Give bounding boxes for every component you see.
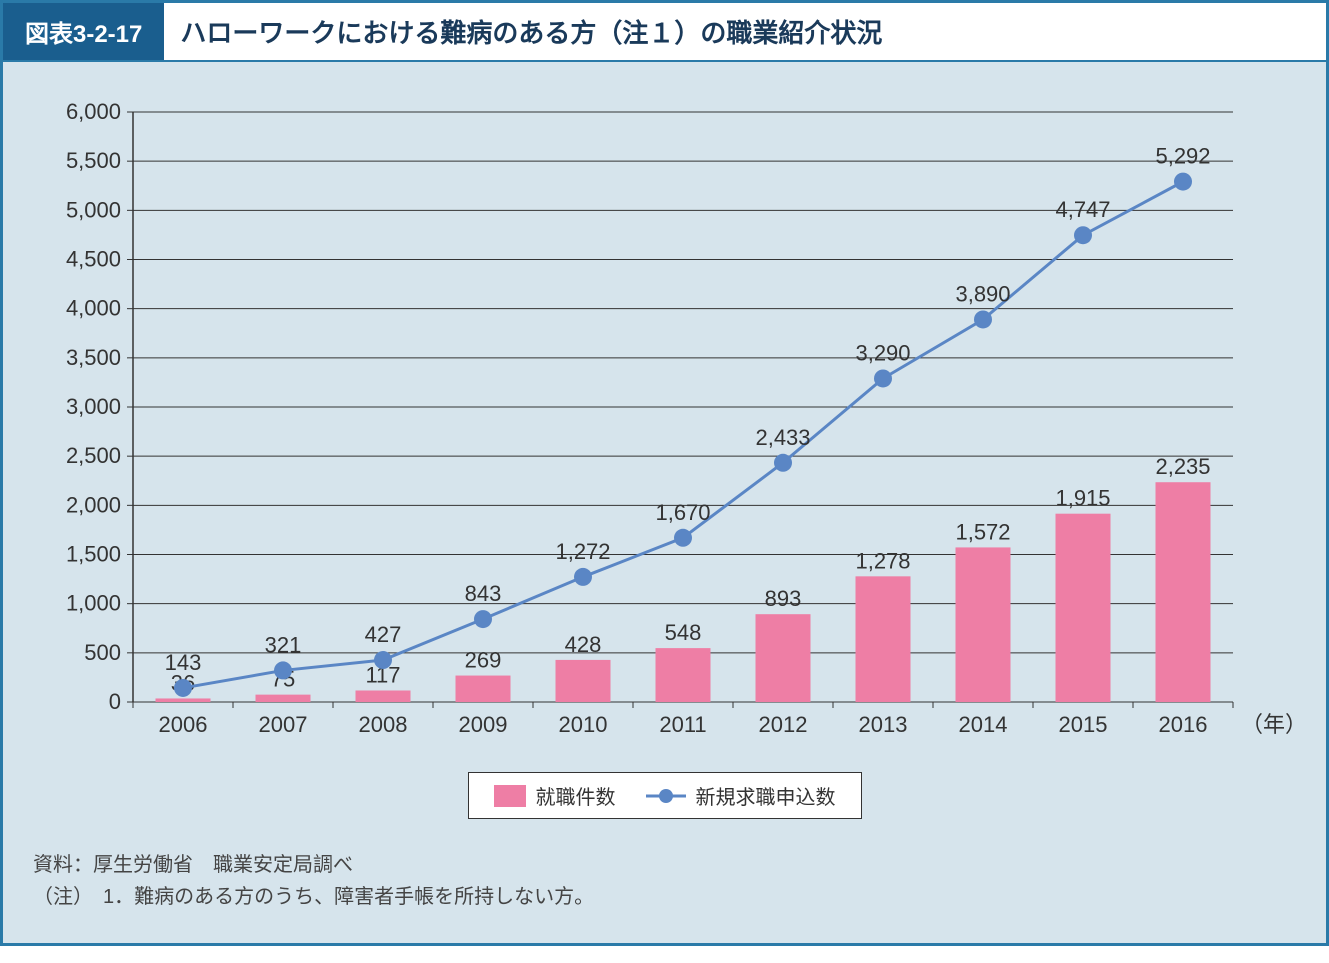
footnote-source: 資料：厚生労働省 職業安定局調べ [33, 849, 1296, 881]
legend-label-bar: 就職件数 [536, 781, 616, 810]
legend-item-bar: 就職件数 [494, 781, 616, 810]
legend-marker-icon [659, 789, 673, 803]
svg-text:4,747: 4,747 [1055, 197, 1110, 222]
svg-text:1,915: 1,915 [1055, 486, 1110, 511]
svg-text:427: 427 [365, 622, 402, 647]
combo-chart: 0 500 1,000 1,500 2,000 2,500 3,000 3,500 4,000 4… [33, 82, 1293, 762]
svg-text:2009: 2009 [459, 712, 508, 737]
svg-text:2007: 2007 [259, 712, 308, 737]
svg-text:428: 428 [565, 632, 602, 657]
svg-text:2006: 2006 [159, 712, 208, 737]
legend-item-line: 新規求職申込数 [646, 781, 836, 810]
svg-text:3,500: 3,500 [66, 345, 121, 370]
svg-text:3,000: 3,000 [66, 394, 121, 419]
svg-text:1,278: 1,278 [855, 548, 910, 573]
svg-text:2,000: 2,000 [66, 492, 121, 517]
svg-text:4,000: 4,000 [66, 296, 121, 321]
svg-text:500: 500 [84, 640, 121, 665]
svg-text:5,500: 5,500 [66, 148, 121, 173]
legend: 就職件数 新規求職申込数 [468, 772, 862, 819]
svg-text:2016: 2016 [1159, 712, 1208, 737]
svg-text:5,000: 5,000 [66, 197, 121, 222]
footnote-note: （注） 1．難病のある方のうち、障害者手帳を所持しない方。 [33, 881, 1296, 913]
footnotes: 資料：厚生労働省 職業安定局調べ （注） 1．難病のある方のうち、障害者手帳を所… [3, 829, 1326, 943]
svg-text:2013: 2013 [859, 712, 908, 737]
svg-text:321: 321 [265, 632, 302, 657]
svg-text:2008: 2008 [359, 712, 408, 737]
figure-number-badge: 図表3-2-17 [3, 3, 164, 60]
figure-title: ハローワークにおける難病のある方（注１）の職業紹介状況 [164, 3, 898, 60]
svg-text:2015: 2015 [1059, 712, 1108, 737]
svg-text:2010: 2010 [559, 712, 608, 737]
svg-text:2012: 2012 [759, 712, 808, 737]
svg-text:3,290: 3,290 [855, 340, 910, 365]
svg-text:143: 143 [165, 650, 202, 675]
legend-swatch-line [646, 795, 686, 797]
svg-text:5,292: 5,292 [1155, 144, 1210, 169]
svg-text:2011: 2011 [659, 712, 706, 737]
legend-label-line: 新規求職申込数 [696, 781, 836, 810]
chart-area: 0 500 1,000 1,500 2,000 2,500 3,000 3,500 4,000 4… [3, 62, 1326, 829]
svg-text:3,890: 3,890 [955, 281, 1010, 306]
legend-swatch-bar [494, 785, 526, 807]
svg-text:1,670: 1,670 [655, 500, 710, 525]
svg-text:2,500: 2,500 [66, 443, 121, 468]
svg-text:6,000: 6,000 [66, 99, 121, 124]
svg-text:4,500: 4,500 [66, 247, 121, 272]
svg-text:843: 843 [465, 581, 502, 606]
svg-text:548: 548 [665, 620, 702, 645]
svg-text:0: 0 [109, 689, 121, 714]
svg-text:1,000: 1,000 [66, 591, 121, 616]
svg-text:1,572: 1,572 [955, 519, 1010, 544]
svg-text:1,272: 1,272 [555, 539, 610, 564]
svg-text:269: 269 [465, 648, 502, 673]
svg-text:893: 893 [765, 586, 802, 611]
figure-container: 図表3-2-17 ハローワークにおける難病のある方（注１）の職業紹介状況 0 50… [0, 0, 1329, 946]
svg-text:2,433: 2,433 [755, 425, 810, 450]
svg-text:（年）: （年） [1241, 712, 1293, 737]
title-bar: 図表3-2-17 ハローワークにおける難病のある方（注１）の職業紹介状況 [3, 3, 1326, 62]
svg-text:2,235: 2,235 [1155, 454, 1210, 479]
svg-text:1,500: 1,500 [66, 542, 121, 567]
svg-text:2014: 2014 [959, 712, 1008, 737]
